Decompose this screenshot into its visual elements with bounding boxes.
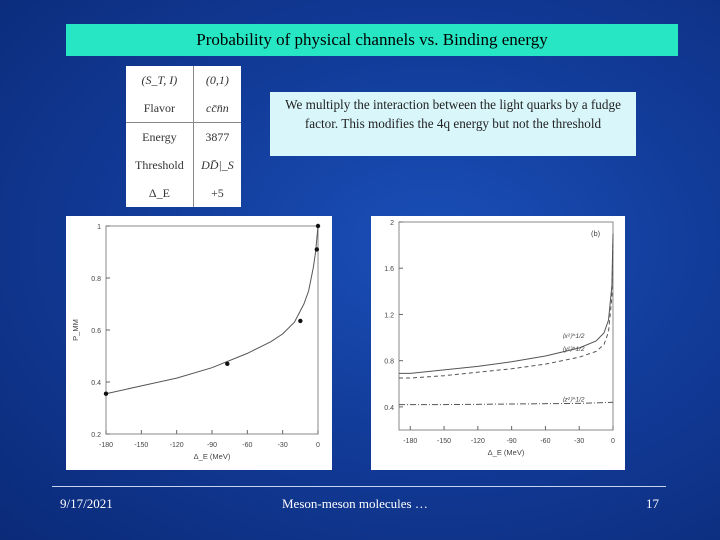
series-label: ⟨x²⟩^1/2: [562, 333, 585, 340]
x-tick-label: 0: [611, 438, 615, 445]
x-tick-label: 0: [316, 442, 320, 449]
x-tick-label: -30: [278, 442, 288, 449]
data-point: [314, 247, 320, 252]
series-label: ⟨y²⟩^1/2: [562, 346, 585, 353]
y-tick-label: 2: [390, 220, 394, 227]
probability-plot: -180 -150 -120 -90 -60 -30 0 0.2 0.4 0.6 0.8 1 Δ_E (…: [66, 216, 332, 470]
radii-plot: -180 -150 -120 -90 -60 -30 0 0.4 0.8 1.2 1.6 2 Δ_E (…: [371, 216, 625, 470]
table-cell-label: (S_T, I): [126, 66, 194, 94]
footer-page-number: 17: [646, 496, 659, 511]
footer-divider: [52, 486, 666, 487]
table-cell-label: Threshold: [126, 151, 194, 179]
table-row: Threshold DD̄|_S: [126, 151, 241, 179]
table-cell-value: (0,1): [205, 72, 229, 87]
table-row: Flavor cc̄n̄n: [126, 94, 241, 123]
y-tick-label: 1: [97, 224, 101, 231]
table-row: Energy 3877: [126, 122, 241, 151]
panel-label: (b): [591, 229, 601, 238]
series-line: [399, 239, 614, 379]
series-line: [399, 233, 614, 374]
y-tick-label: 0.4: [91, 380, 101, 387]
table-cell-label: Δ_E: [126, 179, 194, 207]
table-cell-value: DD̄|_S: [201, 157, 234, 172]
y-tick-label: 0.8: [91, 276, 101, 283]
x-tick-label: -180: [99, 442, 113, 449]
table-cell-label: Energy: [126, 122, 194, 151]
probability-plot-svg: -180 -150 -120 -90 -60 -30 0 0.2 0.4 0.6 0.8 1 Δ_E (…: [71, 223, 321, 461]
series-line: [105, 225, 319, 395]
slide-title: Probability of physical channels vs. Bin…: [66, 24, 678, 56]
y-tick-label: 0.4: [384, 405, 394, 412]
table-cell-value: 3877: [205, 129, 230, 144]
table-cell-value: cc̄n̄n: [193, 94, 241, 123]
x-axis-label: Δ_E (MeV): [194, 452, 231, 461]
table-row: (S_T, I) (0,1): [126, 66, 241, 94]
footer-title: Meson-meson molecules …: [282, 496, 428, 511]
x-tick-label: -120: [170, 442, 184, 449]
y-tick-label: 1.2: [384, 312, 394, 319]
x-tick-label: -150: [134, 442, 148, 449]
plot-frame: [398, 221, 614, 431]
x-tick-label: -90: [207, 442, 217, 449]
x-tick-label: -60: [242, 442, 252, 449]
data-point: [315, 223, 321, 229]
data-point: [103, 391, 109, 396]
x-tick-label: -30: [574, 438, 584, 445]
x-tick-label: -180: [403, 438, 417, 445]
quantum-numbers-table: (S_T, I) (0,1) Flavor cc̄n̄n Energy 3877 Thres…: [126, 66, 241, 207]
x-tick-label: -60: [540, 438, 550, 445]
x-tick-label: -120: [471, 438, 485, 445]
footer-date: 9/17/2021: [60, 496, 113, 511]
y-tick-label: 0.8: [384, 359, 394, 366]
y-axis-label: P_MM: [71, 319, 80, 341]
y-tick-label: 1.6: [384, 266, 394, 273]
series-line: [399, 401, 614, 406]
x-tick-label: -150: [437, 438, 451, 445]
fudge-factor-note: We multiply the interaction between the …: [270, 92, 636, 156]
x-tick-label: -90: [507, 438, 517, 445]
table-row: Δ_E +5: [126, 179, 241, 207]
data-point: [225, 361, 230, 366]
radii-plot-svg: -180 -150 -120 -90 -60 -30 0 0.4 0.8 1.2 1.6 2 Δ_E (…: [384, 220, 615, 457]
data-point: [298, 318, 303, 324]
y-tick-label: 0.2: [91, 432, 101, 439]
series-label: ⟨z²⟩^1/2: [562, 396, 585, 403]
y-tick-label: 0.6: [91, 328, 101, 335]
x-axis-label: Δ_E (MeV): [488, 448, 525, 457]
table-cell-value: +5: [210, 185, 224, 200]
table-cell-label: Flavor: [126, 94, 194, 123]
